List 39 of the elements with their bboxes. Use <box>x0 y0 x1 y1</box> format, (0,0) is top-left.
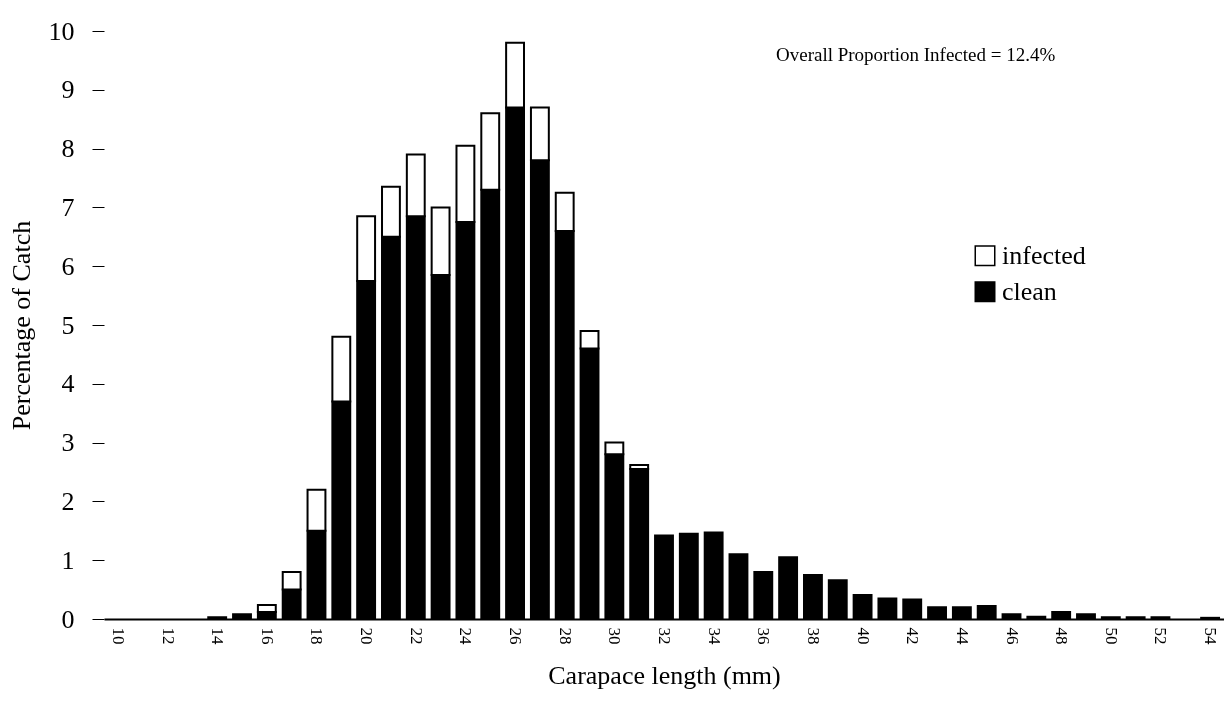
x-tick-label: 50 <box>1101 627 1121 645</box>
x-tick-label: 30 <box>605 627 625 645</box>
y-tick-label: 7 <box>61 192 75 222</box>
x-tick-label: 10 <box>108 627 128 645</box>
x-tick-label: 38 <box>803 627 823 645</box>
y-tick-label: 1 <box>61 545 75 575</box>
x-tick-label: 14 <box>208 627 228 645</box>
x-tick-label: 52 <box>1151 627 1171 645</box>
y-tick-label: 2 <box>61 486 75 516</box>
x-tick-label: 32 <box>655 627 674 645</box>
x-tick-label: 34 <box>704 627 724 645</box>
x-tick-label: 44 <box>952 627 972 645</box>
y-tick-label: 6 <box>61 251 75 281</box>
x-tick-label: 42 <box>903 627 923 645</box>
x-tick-label: 12 <box>158 627 178 645</box>
legend-label: clean <box>1002 276 1057 306</box>
x-tick-label: 28 <box>555 627 575 645</box>
x-axis-title: Carapace length (mm) <box>548 660 781 690</box>
x-tick-label: 36 <box>754 627 774 645</box>
y-tick-label: 5 <box>61 310 75 340</box>
y-tick-label: 0 <box>61 604 75 634</box>
x-tick-label: 24 <box>456 627 476 645</box>
y-tick-label: 4 <box>61 369 75 399</box>
x-tick-label: 16 <box>257 627 277 645</box>
y-tick-label: 8 <box>61 134 75 164</box>
x-tick-label: 26 <box>506 627 526 645</box>
x-tick-label: 54 <box>1201 627 1221 645</box>
y-tick-label: 10 <box>48 16 75 46</box>
x-tick-label: 46 <box>1002 627 1022 645</box>
y-axis-title: Percentage of Catch <box>6 220 36 431</box>
legend-label: infected <box>1002 240 1086 270</box>
annotation: Overall Proportion Infected = 12.4% <box>776 44 1056 65</box>
x-tick-label: 18 <box>307 627 327 645</box>
x-tick-label: 20 <box>357 627 377 645</box>
x-tick-label: 48 <box>1052 627 1072 645</box>
x-tick-label: 40 <box>853 627 873 645</box>
x-tick-label: 22 <box>406 627 426 645</box>
y-tick-label: 9 <box>61 75 75 105</box>
y-tick-label: 3 <box>61 428 75 458</box>
